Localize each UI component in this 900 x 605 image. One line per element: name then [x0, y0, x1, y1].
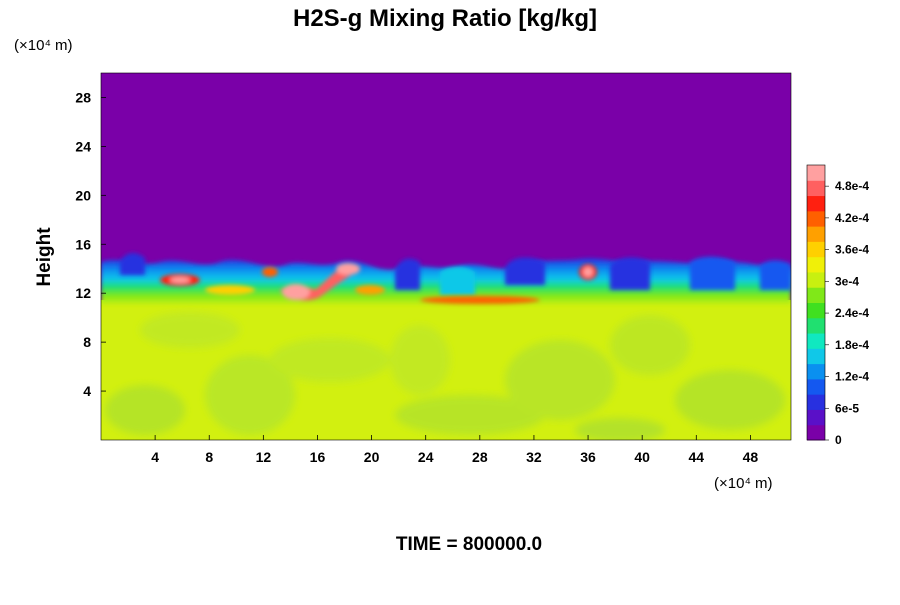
x-tick-label: 48 — [743, 449, 759, 465]
y-tick-label: 28 — [75, 89, 91, 105]
colorbar-swatch — [807, 363, 825, 380]
mixing-layer-fingers — [120, 253, 791, 295]
colorbar-swatch — [807, 333, 825, 349]
colorbar-tick-label: 1.2e-4 — [835, 370, 869, 384]
y-unit-label: (×10⁴ m) — [14, 37, 73, 54]
x-tick-label: 44 — [689, 449, 705, 465]
x-tick-label: 28 — [472, 449, 488, 465]
colorbar-tick-label: 4.8e-4 — [835, 179, 869, 193]
plot-frame — [100, 72, 792, 441]
colorbar-swatch — [807, 394, 825, 410]
x-tick-label: 36 — [580, 449, 596, 465]
y-tick-label: 12 — [75, 285, 91, 301]
x-axis: 4 8 12 16 20 24 28 32 36 40 44 48 — [151, 435, 758, 465]
colorbar-swatch — [807, 165, 825, 181]
colorbar-tick-label: 3.6e-4 — [835, 243, 869, 257]
y-axis-label: Height — [34, 227, 55, 287]
colorbar-frame — [806, 164, 826, 441]
colorbar-tick-label: 1.8e-4 — [835, 338, 869, 352]
colorbar-swatch — [807, 210, 825, 227]
colorbar-tick-label: 0 — [835, 433, 842, 447]
colorbar-swatch — [807, 226, 825, 242]
y-tick-label: 4 — [83, 383, 91, 399]
lower-layer-texture — [105, 312, 785, 440]
colorbar-swatch — [807, 348, 825, 365]
colorbar-swatch — [807, 317, 825, 334]
x-tick-label: 32 — [526, 449, 542, 465]
heatmap-plot-area — [101, 73, 791, 440]
x-tick-label: 16 — [310, 449, 326, 465]
y-tick-label: 16 — [75, 236, 91, 252]
colorbar-swatch — [807, 302, 825, 319]
x-tick-label: 12 — [256, 449, 272, 465]
colorbar-tick-label: 2.4e-4 — [835, 306, 869, 320]
colorbar-ticks: 0 6e-5 1.2e-4 1.8e-4 2.4e-4 3e-4 3.6e-4 4.2e-4 4… — [825, 179, 869, 447]
time-label: TIME = 800000.0 — [396, 534, 542, 555]
x-tick-label: 4 — [151, 449, 159, 465]
colorbar-swatch — [807, 241, 825, 258]
colorbar-swatch — [807, 409, 825, 426]
y-axis: 4 8 12 16 20 24 28 — [75, 89, 106, 399]
x-unit-label: (×10⁴ m) — [714, 475, 773, 492]
chart-title: H2S-g Mixing Ratio [kg/kg] — [293, 5, 597, 32]
high-concentration-features — [160, 263, 597, 304]
colorbar-swatch — [807, 271, 825, 288]
x-tick-label: 40 — [634, 449, 650, 465]
colorbar-swatch — [807, 256, 825, 273]
colorbar-tick-label: 6e-5 — [835, 401, 859, 415]
x-tick-label: 24 — [418, 449, 434, 465]
y-tick-label: 24 — [75, 138, 91, 154]
colorbar — [806, 164, 826, 441]
y-tick-label: 8 — [83, 334, 91, 350]
x-tick-label: 8 — [205, 449, 213, 465]
colorbar-tick-label: 4.2e-4 — [835, 211, 869, 225]
x-tick-label: 20 — [364, 449, 380, 465]
colorbar-swatch — [807, 378, 825, 395]
colorbar-tick-label: 3e-4 — [835, 274, 859, 288]
colorbar-swatch — [807, 195, 825, 212]
y-tick-label: 20 — [75, 187, 91, 203]
colorbar-swatch — [807, 287, 825, 303]
colorbar-swatch — [807, 180, 825, 197]
colorbar-swatch — [807, 424, 825, 441]
